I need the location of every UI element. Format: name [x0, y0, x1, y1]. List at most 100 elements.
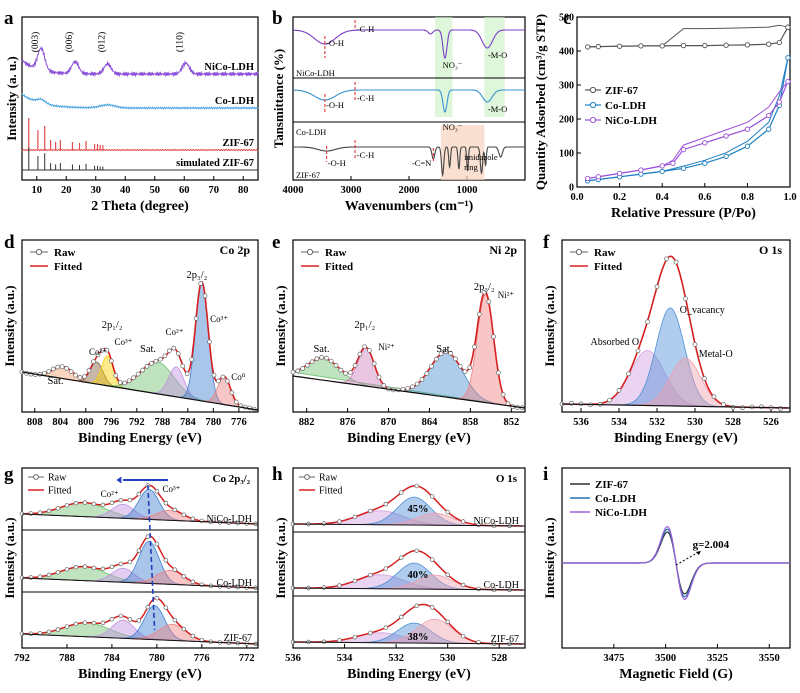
- data-point: [585, 175, 591, 182]
- raw-point: [136, 491, 142, 497]
- raw-point: [711, 394, 717, 400]
- data-point: [723, 153, 729, 160]
- raw-point: [117, 380, 123, 385]
- raw-point: [225, 378, 230, 384]
- raw-point: [368, 630, 373, 636]
- raw-point: [352, 514, 358, 520]
- raw-point: [166, 348, 172, 354]
- raw-point: [189, 357, 195, 362]
- raw-point: [131, 375, 136, 381]
- raw-point: [181, 512, 187, 517]
- y-axis-label: Intensity (a.u.): [542, 517, 557, 598]
- y-tick-label: 0: [569, 183, 574, 194]
- raw-point: [654, 284, 660, 289]
- x-tick-label: 3525: [707, 653, 728, 664]
- raw-point: [453, 356, 458, 362]
- x-tick-label: 2000: [399, 185, 420, 196]
- fitted-envelope: [293, 603, 523, 645]
- series-label: ZIF-67: [491, 634, 519, 645]
- raw-point: [181, 574, 187, 579]
- raw-point: [304, 362, 310, 368]
- annotation: -O-H: [328, 158, 346, 168]
- raw-point: [467, 365, 473, 370]
- raw-point: [443, 349, 449, 354]
- raw-point: [118, 613, 124, 619]
- data-point: [744, 42, 751, 48]
- x-tick-label: 772: [239, 653, 255, 664]
- background-line: [561, 403, 791, 409]
- raw-point: [55, 506, 61, 511]
- x-tick-label: 60: [179, 185, 190, 196]
- data-point: [723, 42, 729, 48]
- raw-point: [290, 369, 296, 375]
- raw-point: [172, 617, 178, 623]
- x-tick-label: 870: [381, 417, 397, 428]
- raw-point: [352, 578, 358, 584]
- annotation-line: [675, 551, 700, 566]
- raw-point: [100, 502, 106, 508]
- raw-point: [462, 369, 468, 374]
- data-point: [638, 43, 644, 49]
- x-tick-label: 10: [32, 185, 43, 196]
- raw-point: [414, 381, 420, 387]
- peak-label: Co⁰: [231, 372, 246, 382]
- raw-point: [145, 604, 151, 610]
- x-tick-label: 852: [503, 417, 519, 428]
- raw-point: [368, 508, 373, 514]
- x-axis-label: Binding Energy (eV): [347, 431, 471, 446]
- panel-d-letter: d: [4, 232, 15, 253]
- panel-a-letter: a: [4, 8, 14, 29]
- data-point: [670, 160, 676, 166]
- raw-point: [211, 372, 217, 378]
- raw-point: [91, 359, 96, 365]
- raw-point: [163, 558, 169, 563]
- background-line: [292, 641, 526, 645]
- annotation: NO₃⁻: [443, 60, 463, 70]
- raw-point: [202, 293, 208, 299]
- raw-point: [175, 351, 181, 356]
- peak-label: O_vacancy: [680, 305, 725, 316]
- raw-point: [172, 507, 178, 513]
- raw-point: [28, 631, 34, 637]
- series-label: ZIF-67: [224, 633, 252, 644]
- raw-point: [319, 355, 325, 360]
- raw-point: [673, 259, 679, 265]
- raw-point: [460, 519, 466, 524]
- raw-point: [424, 371, 430, 376]
- raw-point: [635, 348, 641, 354]
- legend-label: Co-LDH: [605, 100, 646, 112]
- raw-point: [368, 572, 373, 578]
- legend-label: Raw: [319, 473, 338, 484]
- annotation: -C-H: [357, 24, 374, 34]
- raw-point: [171, 345, 177, 351]
- raw-point: [433, 356, 439, 362]
- raw-point: [362, 344, 367, 350]
- raw-point: [154, 489, 160, 494]
- raw-point: [324, 355, 329, 361]
- x-tick-label: 530: [440, 653, 456, 664]
- x-tick-label: 788: [154, 417, 170, 428]
- x-tick-label: 536: [285, 653, 301, 664]
- raw-point: [122, 380, 128, 386]
- background-line: [21, 371, 259, 411]
- raw-point: [645, 319, 650, 325]
- raw-point: [438, 351, 444, 357]
- raw-point: [162, 353, 168, 359]
- raw-point: [295, 368, 301, 374]
- x-tick-label: 3475: [603, 653, 624, 664]
- raw-point: [448, 350, 453, 356]
- raw-point: [100, 620, 106, 626]
- x-tick-label: 40: [120, 185, 131, 196]
- raw-point: [692, 342, 698, 347]
- raw-point: [399, 614, 404, 620]
- legend-label: Fitted: [594, 261, 622, 273]
- x-tick-label: 534: [337, 653, 354, 664]
- raw-point: [445, 619, 450, 625]
- peak-label: Co³⁺: [210, 314, 228, 324]
- raw-point: [100, 566, 106, 572]
- raw-point: [144, 364, 150, 369]
- raw-point: [337, 519, 342, 524]
- raw-point: [399, 555, 404, 560]
- x-tick-label: 30: [91, 185, 102, 196]
- raw-point: [337, 583, 342, 588]
